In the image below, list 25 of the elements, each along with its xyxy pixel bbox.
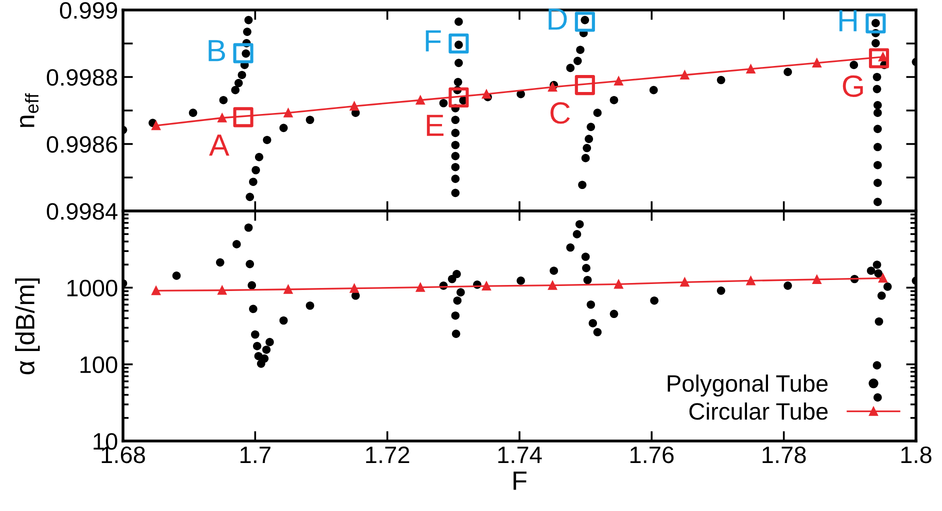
y-tick-label: 1000 bbox=[67, 280, 118, 296]
y-tick-label: 0.9986 bbox=[46, 136, 118, 153]
annotation: G bbox=[842, 75, 863, 97]
annotation: E bbox=[426, 114, 444, 136]
x-axis-title: F bbox=[514, 472, 527, 490]
legend-label: Polygonal Tube bbox=[668, 374, 828, 397]
legend-label: Circular Tube bbox=[689, 402, 828, 420]
y-axis-title: n$_{eff}$ bbox=[20, 93, 39, 127]
annotation: F bbox=[426, 30, 441, 52]
annotation: H bbox=[839, 10, 857, 32]
y-tick-label: 100 bbox=[80, 356, 118, 374]
y-tick-label: 0.999 bbox=[60, 2, 118, 19]
x-tick-label: 1.72 bbox=[366, 446, 410, 463]
annotation: A bbox=[209, 134, 230, 156]
y-axis-title: α [dB/m] bbox=[15, 278, 40, 374]
x-tick-label: 1.7 bbox=[240, 446, 270, 463]
y-tick-label: 0.9988 bbox=[46, 69, 118, 86]
x-tick-label: 1.78 bbox=[762, 446, 806, 464]
annotation: B bbox=[208, 40, 225, 62]
annotation: C bbox=[550, 102, 570, 124]
x-tick-label: 1.8 bbox=[901, 446, 932, 464]
x-tick-label: 1.74 bbox=[498, 446, 542, 463]
y-tick-label: 0.9984 bbox=[46, 203, 118, 220]
annotation: D bbox=[548, 8, 567, 30]
x-tick-label: 1.76 bbox=[630, 446, 674, 464]
